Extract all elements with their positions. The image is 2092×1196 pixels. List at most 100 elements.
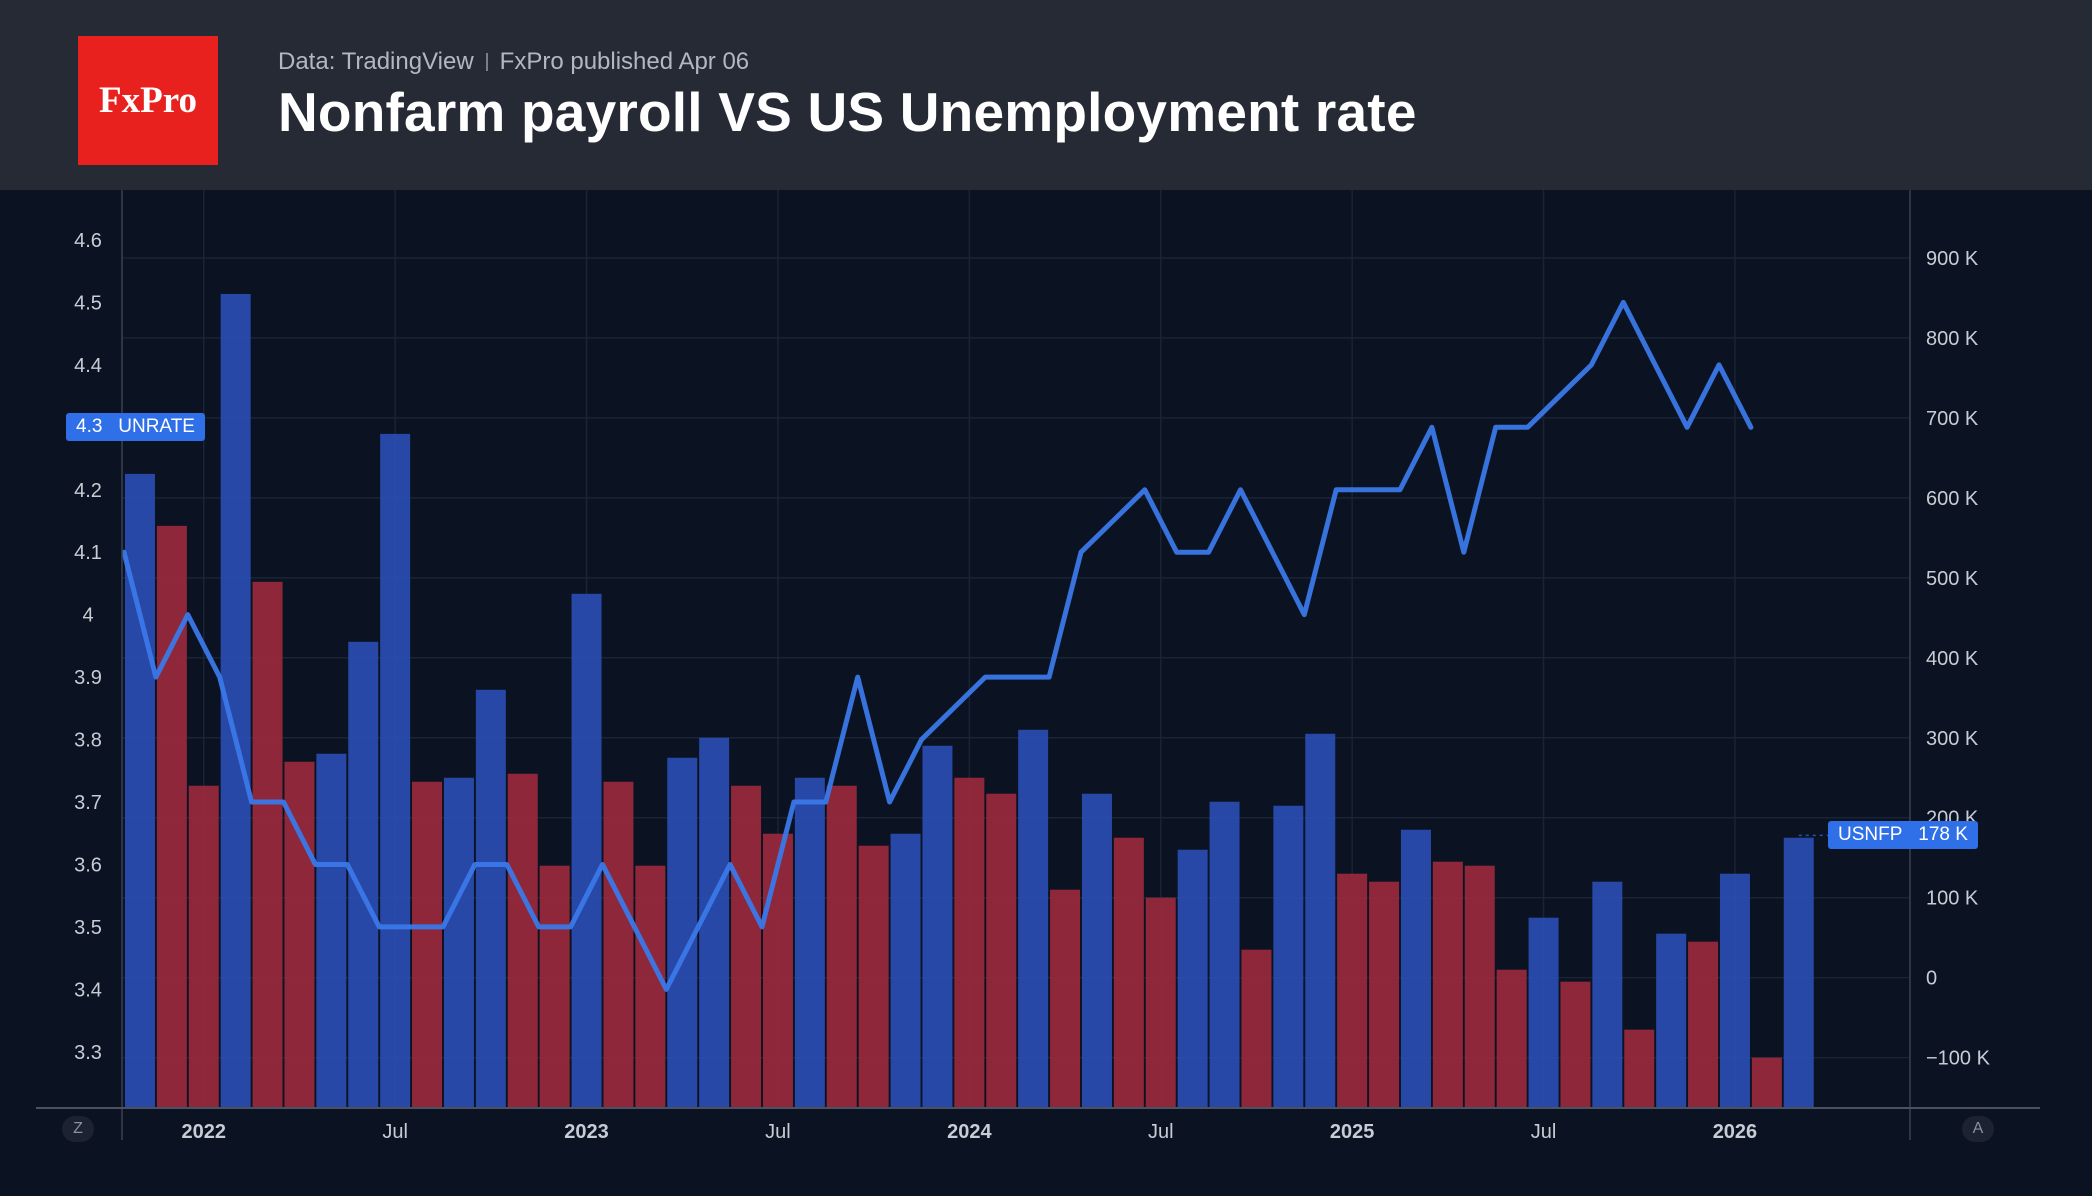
- nfp-bar: [1018, 729, 1049, 1108]
- nfp-bar: [252, 581, 283, 1108]
- usnfp-tag-name: USNFP: [1838, 824, 1903, 846]
- x-tick-label: Jul: [1148, 1121, 1174, 1143]
- x-tick-label: Jul: [765, 1121, 791, 1143]
- nfp-bar: [1273, 805, 1304, 1108]
- nfp-bar: [1688, 941, 1719, 1108]
- unrate-tick-label: 4.1: [74, 542, 102, 564]
- unrate-tag-name: UNRATE: [118, 416, 195, 438]
- nfp-bar: [1783, 837, 1814, 1108]
- separator: [485, 53, 488, 71]
- nfp-bar: [284, 761, 315, 1108]
- chart-svg: 4.6 4.5 4.4 4.3 4.2 4.1 4 3.9 3.8 3.7 3.6 3.5 3.4 3.3…: [36, 190, 2040, 1143]
- nfp-bar: [1241, 949, 1272, 1108]
- x-tick-label: 2025: [1330, 1121, 1375, 1143]
- chart-area: 4.6 4.5 4.4 4.3 4.2 4.1 4 3.9 3.8 3.7 3.6 3.5 3.4 3.3…: [0, 190, 2092, 1196]
- unrate-tick-label: 3.6: [74, 854, 102, 876]
- nfp-bar: [826, 785, 857, 1108]
- nfp-bar: [475, 689, 506, 1108]
- usnfp-tag: USNFP 178 K: [1828, 821, 1978, 850]
- nfp-bar: [1624, 1029, 1655, 1108]
- nfp-bar: [1177, 849, 1208, 1108]
- x-tick-label: 2026: [1713, 1121, 1758, 1143]
- nfp-bar: [380, 433, 411, 1108]
- nfp-bar: [1400, 829, 1431, 1108]
- nfp-bar: [890, 833, 921, 1108]
- unrate-tag-value: 4.3: [76, 416, 103, 438]
- unrate-tick-label: 4.6: [74, 230, 102, 252]
- nfp-bar: [667, 757, 698, 1108]
- unrate-line: [121, 299, 1754, 992]
- x-tick-label: 2022: [182, 1121, 227, 1143]
- nfp-bar: [1432, 861, 1463, 1108]
- nfp-bar: [794, 777, 825, 1108]
- nfp-bar: [1337, 873, 1368, 1108]
- nfp-bar: [1560, 981, 1591, 1108]
- usnfp-tick-label: 100 K: [1926, 888, 1979, 910]
- unrate-tick-label: 4.2: [74, 480, 102, 502]
- unrate-tick-label: 3.9: [74, 667, 102, 689]
- data-source: Data: TradingView: [278, 48, 474, 75]
- subtitle-line: Data: TradingView FxPro published Apr 06: [278, 48, 749, 76]
- nfp-bar: [635, 865, 666, 1108]
- usnfp-tick-label: 400 K: [1926, 648, 1979, 670]
- usnfp-tick-label: 800 K: [1926, 328, 1979, 350]
- x-tick-label: 2023: [564, 1121, 609, 1143]
- unrate-tick-label: 3.5: [74, 917, 102, 939]
- nfp-bar: [699, 737, 730, 1108]
- nfp-bar: [1113, 837, 1144, 1108]
- unrate-tick-label: 3.7: [74, 792, 102, 814]
- nfp-bar: [443, 777, 474, 1108]
- unrate-tick-label: 3.3: [74, 1042, 102, 1064]
- nfp-bar: [412, 781, 443, 1108]
- nfp-bar: [1369, 881, 1400, 1108]
- usnfp-tick-label: 0: [1926, 968, 1937, 990]
- usnfp-tick-label: 600 K: [1926, 488, 1979, 510]
- usnfp-tick-label: 900 K: [1926, 248, 1979, 270]
- nfp-bar: [603, 781, 634, 1108]
- unrate-tick-label: 3.8: [74, 730, 102, 752]
- nfp-bar: [1050, 889, 1081, 1108]
- nfp-bar: [1145, 897, 1176, 1108]
- usnfp-tag-value: 178 K: [1918, 824, 1968, 846]
- nfp-bar: [858, 845, 889, 1108]
- nfp-bar: [188, 785, 219, 1108]
- published-date: FxPro published Apr 06: [499, 48, 750, 75]
- nfp-bar: [1081, 793, 1112, 1108]
- nfp-bar: [1528, 917, 1559, 1108]
- nfp-bar: [1656, 933, 1687, 1108]
- usnfp-tick-label: 700 K: [1926, 408, 1979, 430]
- nfp-bar: [571, 593, 602, 1108]
- nfp-bar: [316, 753, 347, 1108]
- nfp-bar: [1592, 881, 1623, 1108]
- auto-scale-left-button[interactable]: Z: [62, 1116, 94, 1142]
- auto-scale-right-button[interactable]: A: [1962, 1116, 1994, 1142]
- nfp-bar: [1464, 865, 1495, 1108]
- nfp-bar: [156, 525, 187, 1108]
- chart-title: Nonfarm payroll VS US Unemployment rate: [278, 81, 1417, 143]
- nfp-bar: [1209, 801, 1240, 1108]
- nfp-bar: [1751, 1057, 1782, 1108]
- fxpro-logo: FxPro: [78, 36, 218, 165]
- x-tick-label: Jul: [1531, 1121, 1557, 1143]
- unrate-tag: 4.3 UNRATE: [66, 413, 205, 442]
- header: FxPro Data: TradingView FxPro published A…: [0, 0, 2092, 190]
- usnfp-tick-label: 300 K: [1926, 728, 1979, 750]
- nfp-bar: [1719, 873, 1750, 1108]
- nfp-bar: [1496, 969, 1527, 1108]
- usnfp-tick-label: −100 K: [1926, 1048, 1991, 1070]
- nfp-bar: [1305, 733, 1336, 1108]
- nfp-bar: [539, 865, 570, 1108]
- nfp-bar: [731, 785, 762, 1108]
- nfp-bar: [507, 773, 538, 1108]
- unrate-tick-label: 3.4: [74, 979, 102, 1001]
- unrate-tick-label: 4.5: [74, 292, 102, 314]
- nfp-bar: [986, 793, 1017, 1108]
- nfp-bar: [762, 833, 793, 1108]
- nfp-bar: [954, 777, 985, 1108]
- nfp-bar: [922, 745, 953, 1108]
- x-tick-label: 2024: [947, 1121, 992, 1143]
- unrate-tick-label: 4.4: [74, 355, 102, 377]
- usnfp-tick-label: 500 K: [1926, 568, 1979, 590]
- unrate-tick-label: 4: [82, 605, 93, 627]
- x-tick-label: Jul: [382, 1121, 408, 1143]
